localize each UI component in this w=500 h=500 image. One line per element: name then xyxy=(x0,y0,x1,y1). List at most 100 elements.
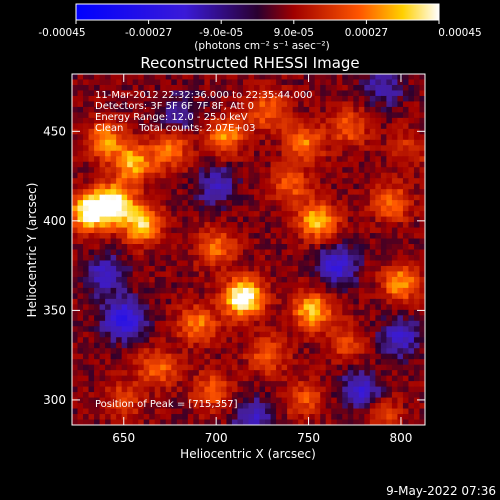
heatmap-cell xyxy=(176,254,183,262)
heatmap-cell xyxy=(325,244,332,251)
heatmap-cell xyxy=(391,106,399,113)
heatmap-cell xyxy=(276,112,283,119)
heatmap-cell xyxy=(364,381,371,388)
heatmap-cell xyxy=(375,337,382,344)
heatmap-cell xyxy=(402,134,410,141)
heatmap-cell xyxy=(369,84,376,92)
heatmap-cell xyxy=(94,106,101,113)
heatmap-cell xyxy=(413,326,421,333)
heatmap-cell xyxy=(419,337,425,344)
heatmap-cell xyxy=(292,79,299,86)
heatmap-cell xyxy=(154,331,161,338)
heatmap-cell xyxy=(292,178,299,185)
heatmap-cell xyxy=(314,134,321,141)
heatmap-cell xyxy=(298,260,305,267)
heatmap-cell xyxy=(353,265,360,273)
heatmap-cell xyxy=(342,222,349,229)
heatmap-cell xyxy=(270,260,277,267)
heatmap-cell xyxy=(138,293,145,300)
heatmap-cell xyxy=(413,112,421,119)
heatmap-cell xyxy=(397,271,404,278)
heatmap-cell xyxy=(132,205,139,212)
heatmap-cell xyxy=(397,227,404,234)
heatmap-cell xyxy=(358,337,365,344)
heatmap-cell xyxy=(176,101,183,108)
heatmap-cell xyxy=(270,178,277,185)
heatmap-cell xyxy=(72,359,79,366)
heatmap-cell xyxy=(72,342,79,349)
heatmap-cell xyxy=(254,200,261,207)
heatmap-cell xyxy=(127,271,134,278)
heatmap-cell xyxy=(336,353,343,360)
heatmap-cell xyxy=(320,403,327,410)
heatmap-cell xyxy=(143,90,150,97)
heatmap-cell xyxy=(331,134,338,141)
heatmap-cell xyxy=(72,265,79,273)
heatmap-cell xyxy=(72,128,79,135)
heatmap-cell xyxy=(209,101,217,108)
heatmap-cell xyxy=(292,375,299,382)
heatmap-cell xyxy=(165,419,172,425)
heatmap-cell xyxy=(127,194,134,201)
heatmap-cell xyxy=(94,90,101,97)
heatmap-cell xyxy=(237,271,244,278)
heatmap-cell xyxy=(380,156,387,163)
heatmap-cell xyxy=(72,90,79,97)
heatmap-cell xyxy=(281,90,288,97)
heatmap-cell xyxy=(143,249,150,256)
heatmap-cell xyxy=(231,298,239,305)
heatmap-cell xyxy=(353,392,360,399)
heatmap-cell xyxy=(88,386,95,393)
heatmap-cell xyxy=(83,79,90,86)
heatmap-cell xyxy=(276,265,283,273)
heatmap-cell xyxy=(242,194,250,201)
heatmap-cell xyxy=(237,337,244,344)
heatmap-cell xyxy=(83,315,90,322)
heatmap-cell xyxy=(193,150,200,157)
heatmap-cell xyxy=(254,145,261,152)
heatmap-cell xyxy=(364,150,371,157)
heatmap-cell xyxy=(287,205,294,212)
heatmap-cell xyxy=(204,200,211,207)
heatmap-cell xyxy=(160,337,167,344)
heatmap-cell xyxy=(413,233,421,240)
heatmap-cell xyxy=(127,370,134,377)
heatmap-cell xyxy=(309,260,316,267)
heatmap-cell xyxy=(165,145,172,152)
plot-timestamp: 9-May-2022 07:36 xyxy=(386,484,496,498)
heatmap-cell xyxy=(248,315,255,322)
heatmap-cell xyxy=(77,320,84,327)
heatmap-cell xyxy=(242,381,250,388)
heatmap-cell xyxy=(154,167,161,174)
heatmap-cell xyxy=(276,419,283,425)
heatmap-cell xyxy=(187,238,194,245)
heatmap-cell xyxy=(193,254,200,262)
heatmap-cell xyxy=(270,101,277,108)
heatmap-cell xyxy=(171,112,178,119)
heatmap-cell xyxy=(176,216,183,223)
heatmap-cell xyxy=(254,364,261,371)
heatmap-cell xyxy=(176,74,183,81)
heatmap-cell xyxy=(298,403,305,410)
heatmap-cell xyxy=(292,337,299,344)
heatmap-cell xyxy=(369,298,376,305)
heatmap-cell xyxy=(408,216,415,223)
heatmap-cell xyxy=(231,315,239,322)
heatmap-cell xyxy=(132,189,139,196)
heatmap-cell xyxy=(187,337,194,344)
heatmap-cell xyxy=(165,276,172,283)
heatmap-cell xyxy=(353,139,360,146)
heatmap-cell xyxy=(242,304,250,311)
heatmap-cell xyxy=(105,150,112,157)
heatmap-cell xyxy=(209,106,217,113)
heatmap-cell xyxy=(226,342,233,349)
heatmap-cell xyxy=(364,342,371,349)
heatmap-cell xyxy=(331,145,338,152)
heatmap-cell xyxy=(171,403,178,410)
heatmap-cell xyxy=(287,183,294,190)
heatmap-cell xyxy=(77,370,84,377)
heatmap-cell xyxy=(121,117,128,124)
heatmap-cell xyxy=(287,74,294,81)
annotation-time-range: 11-Mar-2012 22:32:36.000 to 22:35:44.000 xyxy=(95,90,313,101)
heatmap-cell xyxy=(237,353,244,360)
